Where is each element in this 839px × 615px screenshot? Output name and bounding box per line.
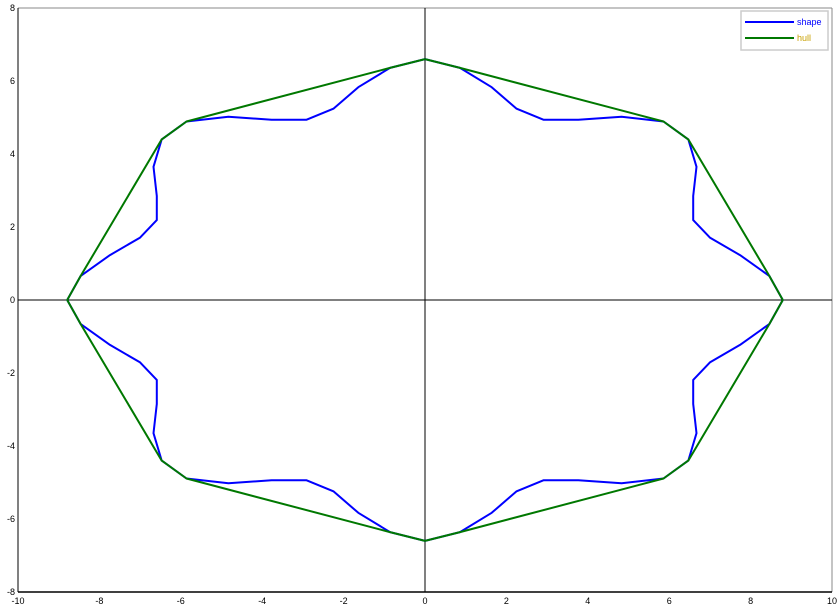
x-tick-label: 0 <box>422 596 427 606</box>
series-layer <box>66 58 784 542</box>
y-tick-label: 0 <box>10 295 15 305</box>
x-tick-label: -2 <box>340 596 348 606</box>
axes <box>17 8 832 593</box>
x-tick-label: -6 <box>177 596 185 606</box>
series-line-hull <box>66 58 784 542</box>
x-tick-label: 10 <box>827 596 837 606</box>
x-tick-label: 4 <box>585 596 590 606</box>
x-tick-label: -4 <box>258 596 266 606</box>
y-tick-label: 2 <box>10 222 15 232</box>
x-tick-label: 2 <box>504 596 509 606</box>
y-tick-label: -4 <box>7 441 15 451</box>
y-tick-label: -2 <box>7 368 15 378</box>
y-tick-label: 6 <box>10 76 15 86</box>
x-tick-label: 8 <box>748 596 753 606</box>
legend-label-shape: shape <box>797 17 822 27</box>
x-tick-label: -8 <box>95 596 103 606</box>
y-tick-label: -8 <box>7 587 15 597</box>
x-tick-label: -10 <box>11 596 24 606</box>
legend-label-hull: hull <box>797 33 811 43</box>
y-tick-label: 4 <box>10 149 15 159</box>
y-tick-label: 8 <box>10 3 15 13</box>
x-tick-label: 6 <box>667 596 672 606</box>
y-tick-label: -6 <box>7 514 15 524</box>
legend-box <box>740 10 829 51</box>
legend: shape hull <box>740 10 829 51</box>
